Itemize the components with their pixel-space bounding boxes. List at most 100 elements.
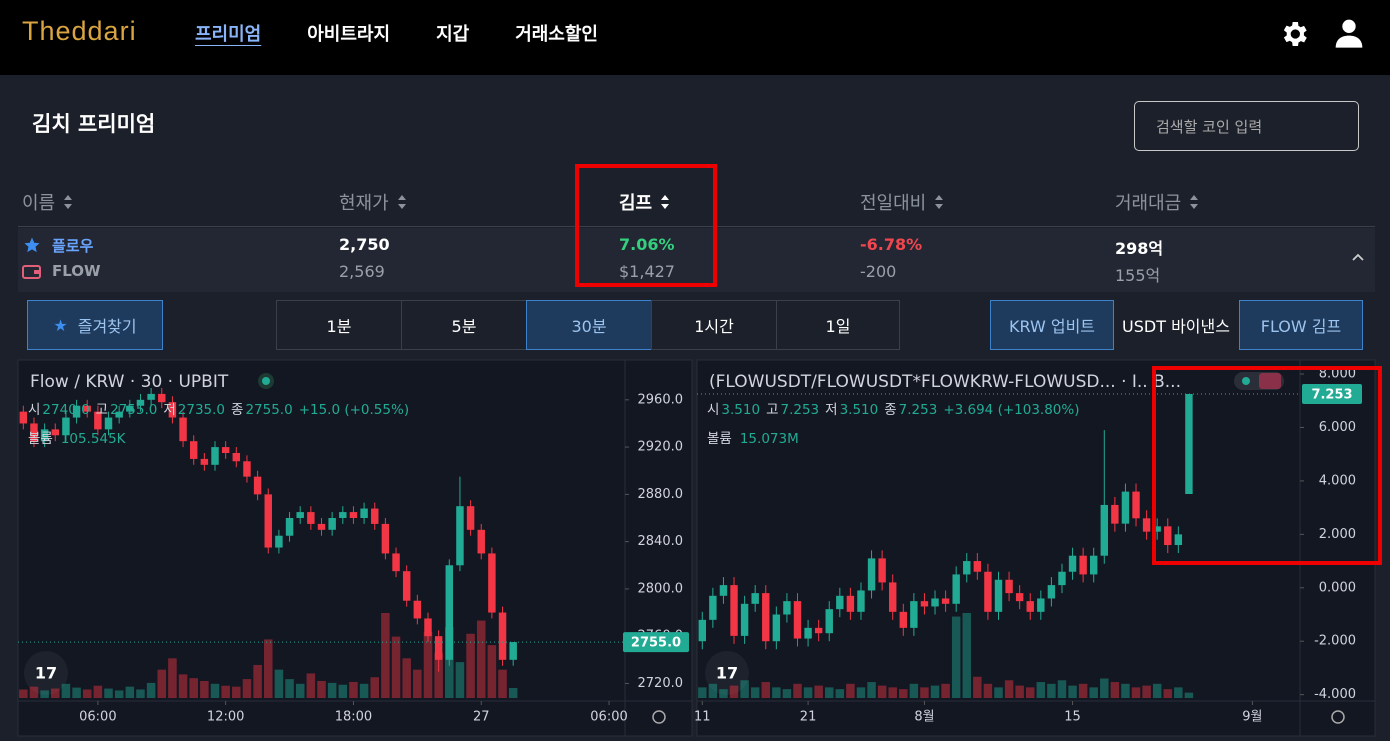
nav-item[interactable]: 아비트라지 xyxy=(307,24,391,45)
candle-body xyxy=(392,553,400,572)
source-button[interactable]: FLOW 김프 xyxy=(1239,300,1363,350)
change: -6.78% xyxy=(860,235,923,254)
candle-body xyxy=(434,636,443,660)
candle-body xyxy=(349,512,358,518)
legend-text: 종 xyxy=(231,402,243,418)
compare-icon[interactable] xyxy=(1259,373,1281,389)
coin-name[interactable]: 플로우 xyxy=(52,237,94,255)
candle-body xyxy=(804,627,812,639)
volume-bar xyxy=(61,683,71,698)
candle-body xyxy=(783,601,791,615)
candle-body xyxy=(709,595,717,620)
volume-bar xyxy=(973,676,982,698)
y-tick-label: 2720.0 xyxy=(638,676,684,691)
nav-item[interactable]: 프리미엄 xyxy=(195,24,262,45)
volume-bar xyxy=(104,688,113,698)
column-header[interactable]: 전일대비 xyxy=(860,189,944,215)
candle-body xyxy=(424,618,432,637)
sort-icon xyxy=(64,195,73,209)
volume-label: 볼륨 xyxy=(707,431,732,447)
candle-body xyxy=(232,453,241,462)
interval-button[interactable]: 1일 xyxy=(776,300,900,350)
column-header[interactable]: 거래대금 xyxy=(1115,189,1199,215)
legend-text: 고 xyxy=(766,402,778,418)
status-dot xyxy=(1242,377,1250,385)
volume-bar xyxy=(782,689,792,698)
tv-logo: 17 xyxy=(24,651,68,695)
logo[interactable]: Theddari xyxy=(22,16,137,46)
volume-bar xyxy=(317,681,326,698)
volume-bar xyxy=(200,681,209,698)
favorite-label: 즐겨찾기 xyxy=(77,317,137,336)
volume-bar xyxy=(210,683,220,698)
highlight-box xyxy=(575,164,717,287)
volume-bar xyxy=(338,684,348,698)
legend-text: 3.510 xyxy=(721,402,760,418)
candle-body xyxy=(158,393,166,403)
favorite-button[interactable]: ★ 즐겨찾기 xyxy=(27,300,163,350)
source-button[interactable]: USDT 바이낸스 xyxy=(1122,317,1230,336)
interval-button[interactable]: 30분 xyxy=(526,300,652,350)
chart-title: Flow / KRW · 30 · UPBIT xyxy=(30,372,229,392)
candle-body xyxy=(698,619,706,642)
chart-title: (FLOWUSDT/FLOWUSDT*FLOWKRW-FLOWUSD... · … xyxy=(709,372,1181,392)
volume-bar xyxy=(51,688,60,698)
volume-bar xyxy=(930,685,940,698)
candle-body xyxy=(83,405,91,412)
candle-body xyxy=(1079,555,1087,575)
candle-body xyxy=(1142,518,1151,532)
source-button[interactable]: KRW 업비트 xyxy=(990,300,1114,350)
settings-icon[interactable] xyxy=(1331,710,1345,724)
interval-button[interactable]: 1시간 xyxy=(651,300,777,350)
last-price-tag xyxy=(623,632,689,653)
interval-button[interactable]: 5분 xyxy=(401,300,527,350)
column-header[interactable]: 김프 xyxy=(619,189,670,215)
legend-text: 종 xyxy=(884,402,896,418)
candle-body xyxy=(211,447,219,465)
price: 2,750 xyxy=(339,235,390,254)
candle-body xyxy=(339,512,347,518)
legend-text: 7.253 xyxy=(781,402,820,418)
nav-item[interactable]: 거래소할인 xyxy=(515,24,598,45)
x-tick-label: 12:00 xyxy=(207,710,244,725)
candle-body xyxy=(941,598,950,604)
volume-bar xyxy=(253,664,262,698)
volume-bar xyxy=(349,681,358,698)
separator xyxy=(18,226,1375,227)
candle-body xyxy=(477,529,485,554)
candle-body xyxy=(1047,585,1056,599)
kimp: 7.06% xyxy=(619,235,675,254)
volume-bar xyxy=(274,669,284,698)
candle-body xyxy=(751,593,759,604)
search-input[interactable]: 검색할 코인 입력 xyxy=(1134,101,1359,151)
volume-bar xyxy=(740,680,749,698)
volume-bar xyxy=(40,690,49,698)
y-tick-label: 6.000 xyxy=(1319,420,1356,435)
settings-icon[interactable] xyxy=(652,710,666,724)
candle-body xyxy=(466,506,475,530)
volume-bar xyxy=(157,669,167,698)
volume-bar xyxy=(498,669,507,698)
interval-button[interactable]: 1분 xyxy=(276,300,402,350)
volume-bar xyxy=(29,686,39,698)
x-tick-label: 11 xyxy=(694,710,711,725)
volume-bar xyxy=(1131,687,1141,698)
settings-icon[interactable] xyxy=(1278,18,1310,50)
column-header[interactable]: 현재가 xyxy=(339,189,407,215)
legend-text: 3.510 xyxy=(840,402,879,418)
column-header[interactable]: 이름 xyxy=(22,189,73,215)
volume-bar xyxy=(1047,683,1056,698)
candle-body xyxy=(730,585,738,636)
volume-bar xyxy=(125,686,135,698)
page-title: 김치 프리미엄 xyxy=(32,112,156,136)
table-row[interactable] xyxy=(18,228,1375,292)
volume-bar xyxy=(846,683,855,698)
column-label: 이름 xyxy=(22,193,56,214)
candle-body xyxy=(498,612,507,660)
user-icon[interactable] xyxy=(1333,17,1365,49)
collapse-icon[interactable] xyxy=(1351,252,1365,262)
star-icon[interactable] xyxy=(22,236,42,254)
sort-icon xyxy=(397,195,406,209)
nav-item[interactable]: 지갑 xyxy=(436,24,470,45)
